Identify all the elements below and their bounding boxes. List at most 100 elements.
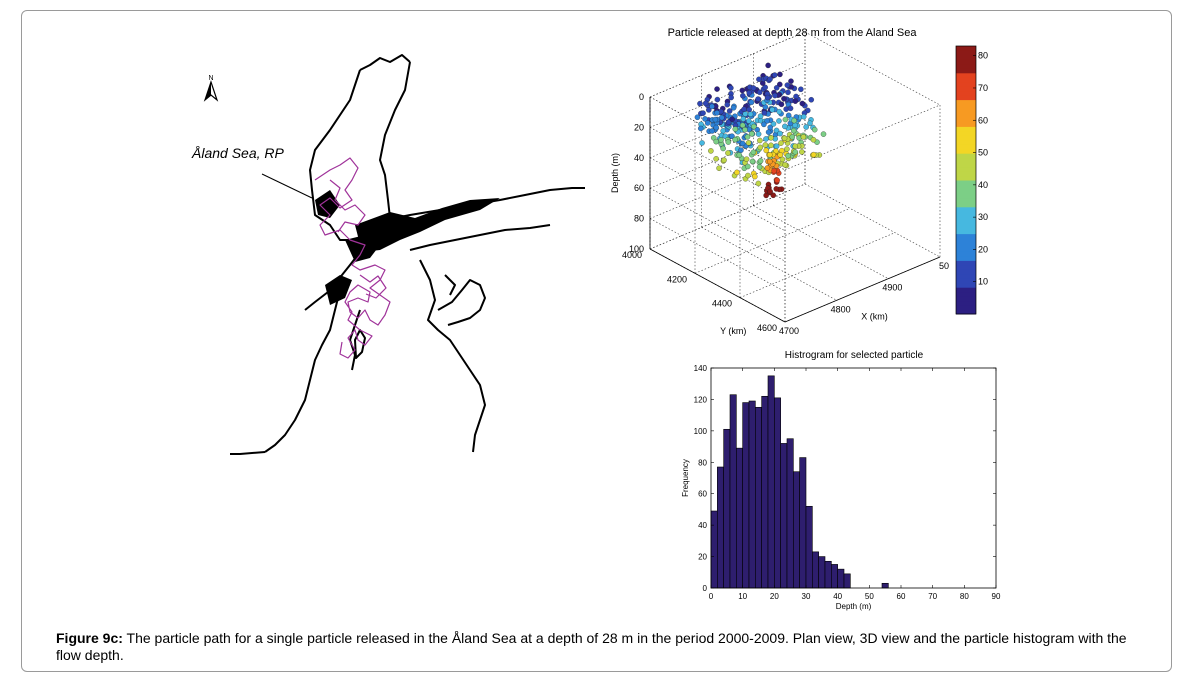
y-tick-label: 4200 (667, 274, 687, 284)
colorbar-segment (956, 305, 976, 311)
particle-point (734, 169, 740, 176)
particle-point (729, 116, 735, 122)
particle-point (768, 142, 774, 149)
particle-point (756, 89, 763, 96)
colorbar-segment (956, 238, 976, 244)
colorbar-segment (956, 166, 976, 172)
histogram-bar (786, 438, 794, 589)
histogram-bar (723, 428, 731, 589)
y-tick-label: 4600 (757, 323, 777, 333)
particle-point (725, 150, 731, 156)
particle-point (714, 110, 720, 116)
particle-point (751, 123, 757, 130)
x-axis-line (784, 256, 941, 323)
y-tick-label: 120 (694, 395, 708, 404)
histogram-title: Histrogram for selected particle (785, 350, 924, 361)
y-tick-label: 100 (694, 427, 708, 436)
z-tick-label: 20 (634, 122, 644, 132)
grid-line (739, 232, 896, 298)
histogram-bar (742, 402, 750, 589)
particle-point (718, 137, 724, 143)
colorbar-segment (956, 135, 976, 141)
colorbar-segment (956, 77, 976, 83)
particle-point (700, 110, 706, 116)
x-tick-label: 20 (770, 592, 779, 601)
particle-point (763, 147, 770, 154)
particle-point (709, 128, 715, 134)
particle-point (791, 117, 797, 124)
histogram-bar (717, 466, 724, 589)
x-axis-label: X (km) (861, 312, 888, 322)
colorbar-segment (956, 153, 976, 159)
particle-point (730, 104, 737, 111)
colorbar-segment (956, 162, 976, 168)
colorbar-segment (956, 211, 976, 217)
histogram-bar (710, 510, 718, 589)
particle-point (769, 106, 775, 113)
colorbar-tick-label: 20 (978, 244, 988, 254)
particle-point (764, 165, 771, 171)
particle-point (767, 188, 773, 195)
particle-point (807, 120, 813, 126)
particle-point (808, 97, 815, 103)
colorbar-segment (956, 260, 976, 266)
particle-point (714, 86, 720, 92)
histogram-bar (767, 375, 775, 589)
particle-point (767, 124, 773, 131)
particle-point (762, 84, 768, 91)
z-tick-label: 80 (634, 214, 644, 224)
particle-point (750, 149, 757, 156)
colorbar-segment (956, 104, 976, 110)
particle-point (739, 122, 746, 129)
particle-point (762, 142, 769, 148)
particle-point (767, 151, 773, 158)
y-axis-line (649, 248, 786, 323)
colorbar-tick-label: 60 (978, 115, 988, 125)
particle-point (697, 100, 703, 107)
histogram-panel: Histrogram for selected particle 0 10 20 30… (666, 340, 1006, 620)
particle-point (721, 157, 727, 163)
particle-point (729, 133, 735, 139)
particle-point (747, 111, 754, 117)
colorbar-segment (956, 126, 976, 132)
grid-line (649, 218, 786, 292)
colorbar-segment (956, 247, 976, 252)
colorbar-segment (956, 251, 976, 257)
particle-point (785, 112, 792, 119)
particle-point (745, 172, 751, 179)
particle-point (767, 76, 773, 82)
plan-view-map: N (180, 40, 610, 470)
colorbar-segment (956, 264, 976, 270)
particle-point (744, 134, 751, 140)
particle-point (771, 72, 778, 78)
histogram-bar (736, 447, 743, 589)
particle-point (699, 140, 705, 146)
particle-point (782, 123, 788, 130)
x-tick-label: 30 (802, 592, 811, 601)
colorbar-tick-label: 80 (978, 51, 988, 61)
colorbar-segment (956, 139, 976, 145)
caption-label: Figure 9c: (56, 630, 123, 646)
box-edge (649, 96, 786, 171)
particle-point (739, 87, 746, 94)
colorbar-segment (956, 68, 976, 74)
histogram-bar (799, 457, 807, 589)
scatter-3d-svg: Particle released at depth 28 m from the… (610, 27, 988, 336)
colorbar-tick-label: 10 (978, 277, 988, 287)
particle-point (779, 156, 786, 163)
particle-point (764, 118, 770, 124)
particle-point (702, 100, 709, 107)
particle-point (765, 62, 771, 69)
particle-point (724, 101, 731, 108)
particle-point (793, 93, 799, 100)
y-tick-label: 40 (698, 521, 707, 530)
particle-point (732, 136, 738, 143)
colorbar-tick-label: 70 (978, 83, 988, 93)
colorbar-segment (956, 309, 976, 315)
z-tick-label: 0 (639, 92, 644, 102)
y-tick-label: 80 (698, 458, 707, 467)
grid-line (753, 205, 889, 279)
particle-point (776, 108, 783, 115)
x-tick-label: 80 (960, 592, 969, 601)
particle-point (810, 151, 817, 158)
